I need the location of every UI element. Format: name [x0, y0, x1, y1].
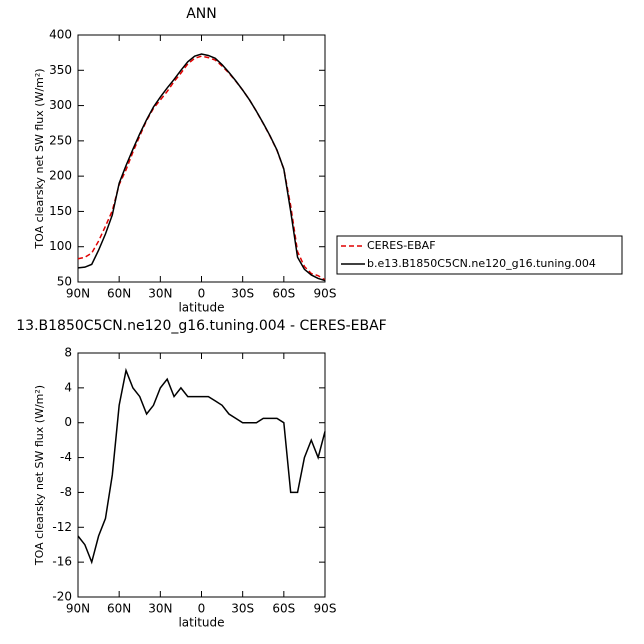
- x-tick-label: 30S: [231, 602, 254, 616]
- data-line: [77, 367, 326, 565]
- x-tick-label: 60S: [272, 602, 295, 616]
- y-tick-label: 4: [64, 380, 72, 394]
- y-axis-label: TOA clearsky net SW flux (W/m²): [33, 385, 46, 566]
- x-tick-label: 60N: [107, 602, 131, 616]
- y-tick-label: -8: [60, 485, 72, 499]
- plot-frame: [77, 352, 326, 598]
- y-axis-label: TOA clearsky net SW flux (W/m²): [33, 68, 46, 249]
- y-tick-label: 8: [64, 346, 72, 360]
- plot-frame: [77, 34, 326, 283]
- x-tick-label: 90S: [314, 287, 337, 301]
- y-tick-label: -20: [52, 590, 72, 604]
- legend-label: CERES-EBAF: [367, 239, 436, 252]
- y-tick-label: 250: [49, 133, 72, 147]
- x-tick-label: 90S: [314, 602, 337, 616]
- y-tick-label: 400: [49, 28, 72, 42]
- data-line: [77, 53, 326, 282]
- y-tick-label: -4: [60, 450, 72, 464]
- y-tick-label: 0: [64, 415, 72, 429]
- x-tick-label: 90N: [66, 602, 90, 616]
- x-tick-label: 30N: [148, 602, 172, 616]
- legend-box: [336, 235, 623, 275]
- y-tick-label: -16: [52, 555, 72, 569]
- data-line: [77, 55, 326, 281]
- y-tick-label: 300: [49, 98, 72, 112]
- y-tick-label: 150: [49, 204, 72, 218]
- x-axis-label: latitude: [178, 616, 224, 630]
- x-tick-label: 0: [198, 602, 206, 616]
- legend-label: b.e13.B1850C5CN.ne120_g16.tuning.004: [367, 257, 596, 270]
- x-tick-label: 30S: [231, 287, 254, 301]
- x-tick-label: 0: [198, 287, 206, 301]
- y-tick-label: 200: [49, 169, 72, 183]
- y-tick-label: 100: [49, 239, 72, 253]
- x-tick-label: 30N: [148, 287, 172, 301]
- x-axis-label: latitude: [178, 301, 224, 315]
- x-tick-label: 90N: [66, 287, 90, 301]
- chart-title: ANN: [186, 6, 217, 22]
- y-tick-label: -12: [52, 520, 72, 534]
- chart-title: 13.B1850C5CN.ne120_g16.tuning.004 - CERE…: [16, 318, 386, 334]
- y-tick-label: 350: [49, 63, 72, 77]
- y-tick-label: 50: [57, 275, 72, 289]
- x-tick-label: 60S: [272, 287, 295, 301]
- x-tick-label: 60N: [107, 287, 131, 301]
